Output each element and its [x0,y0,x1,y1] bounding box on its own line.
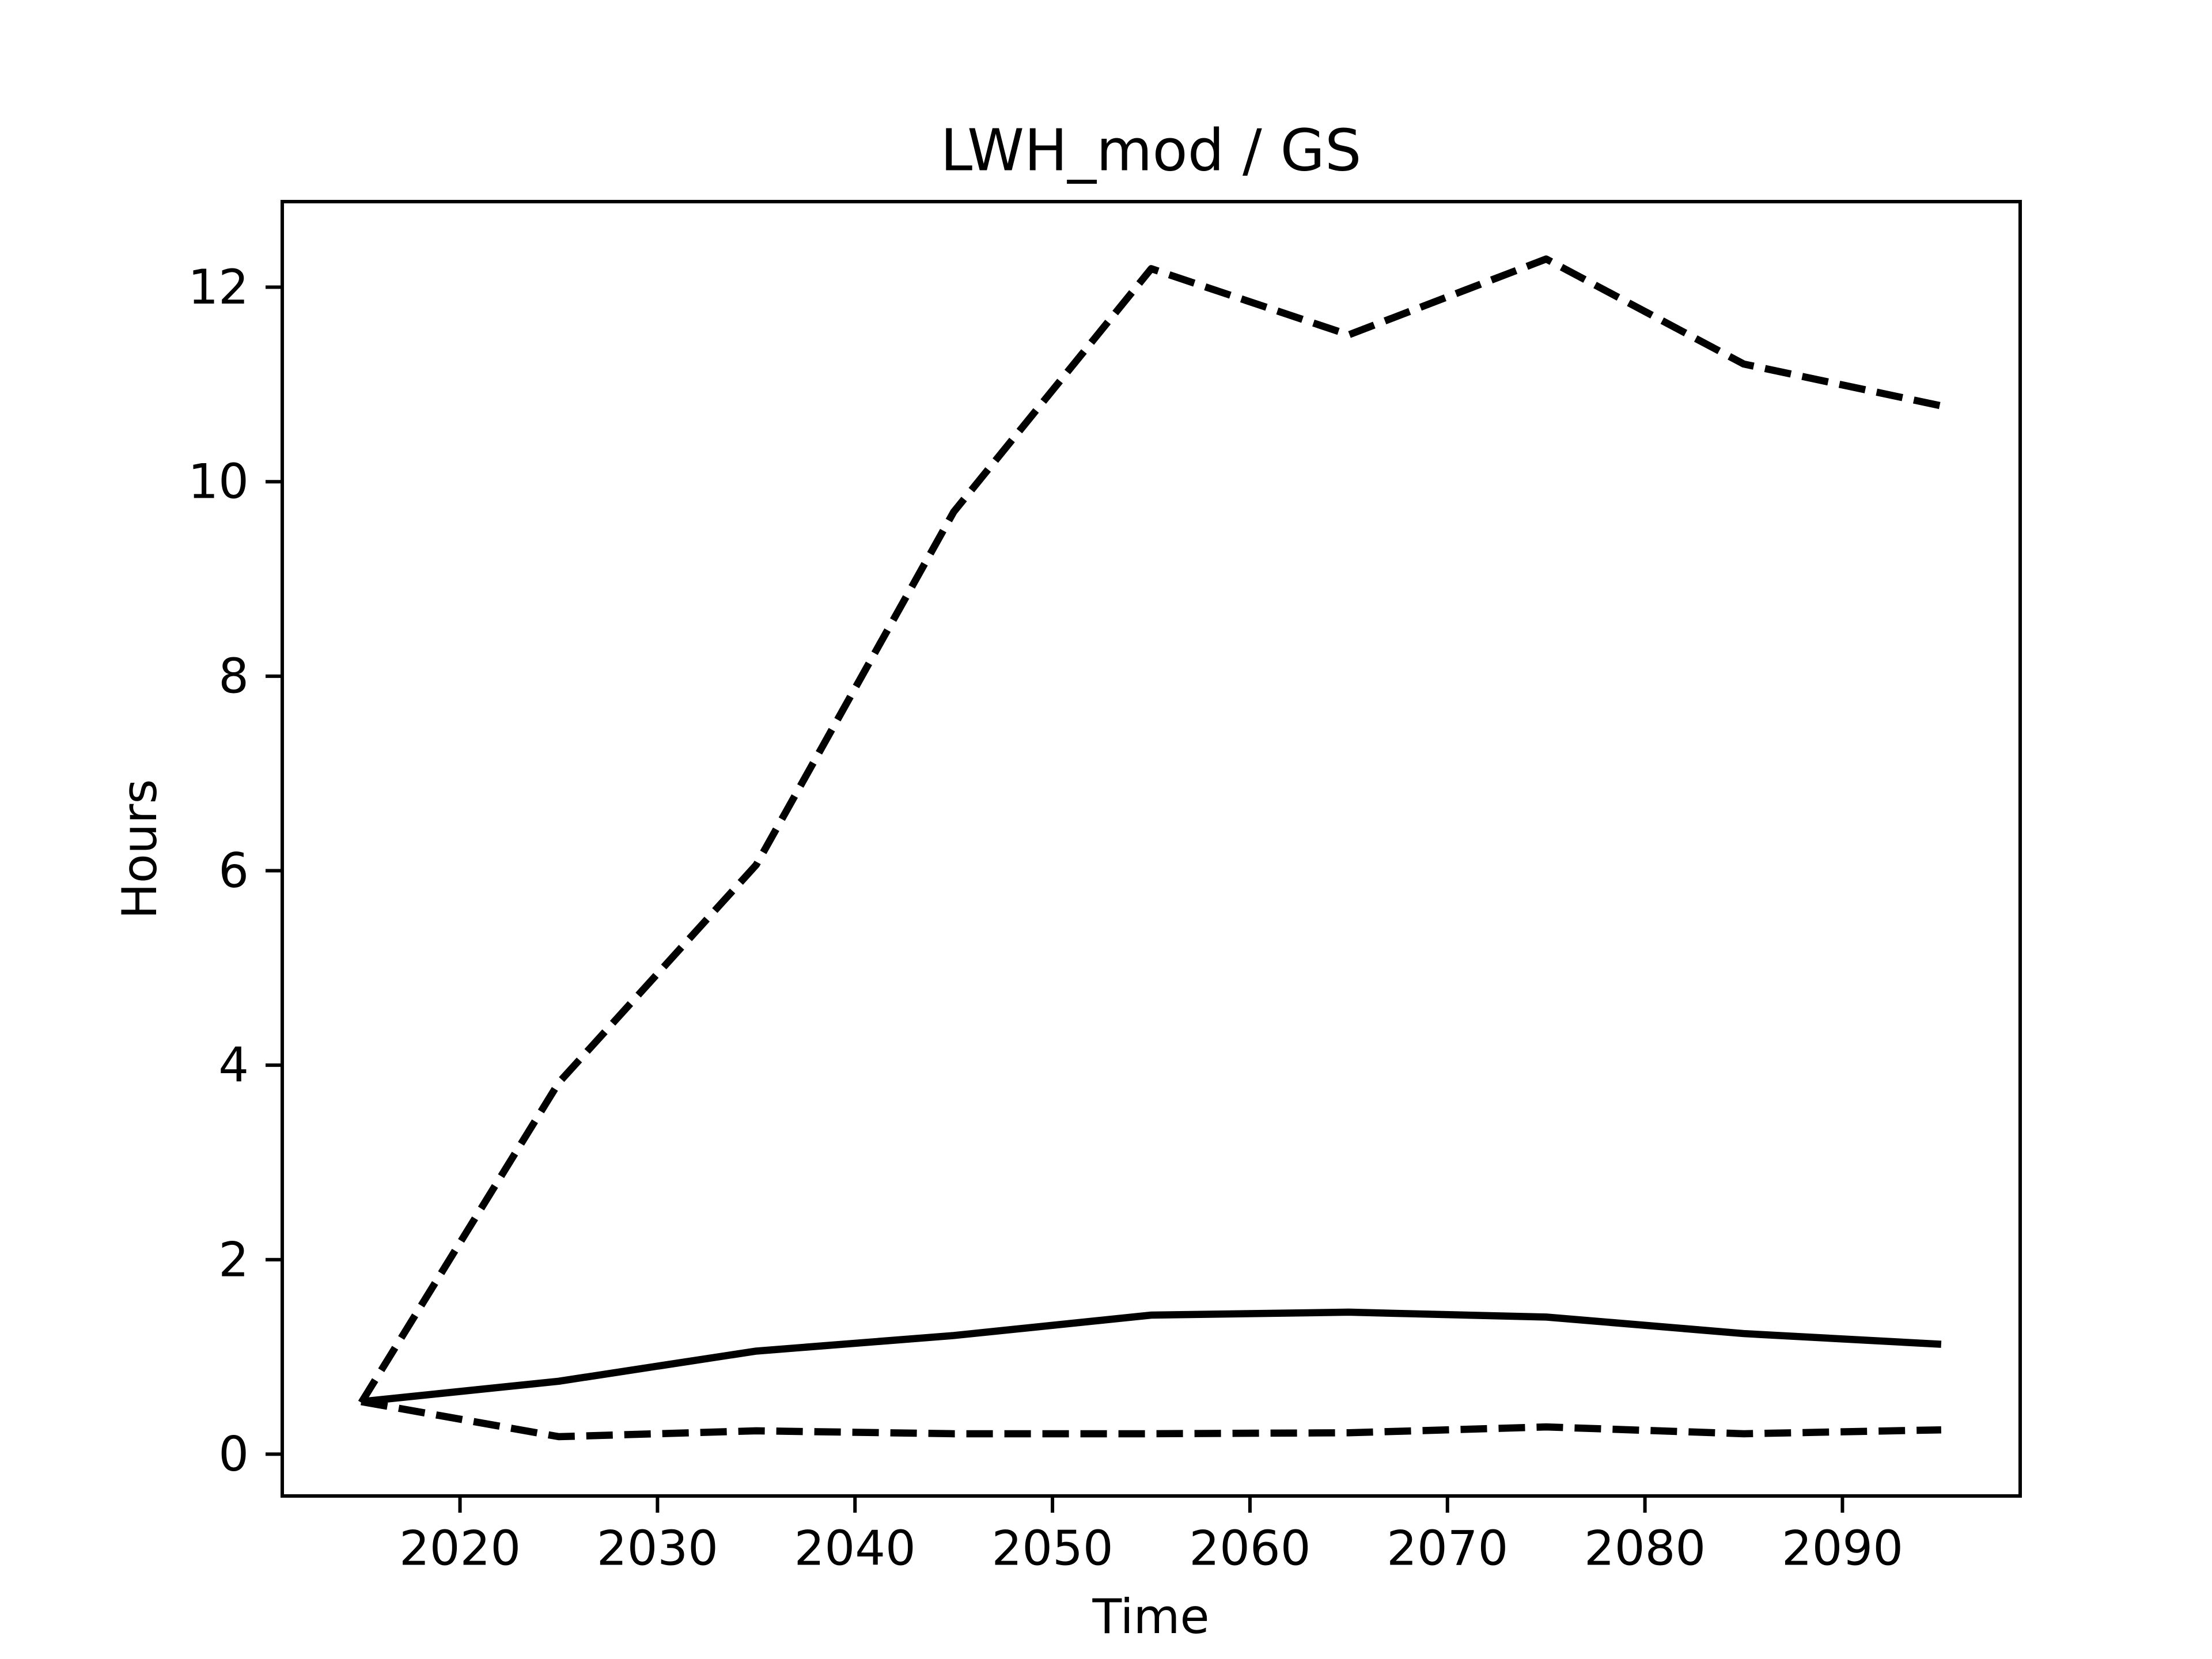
x-tick-label: 2050 [991,1521,1113,1577]
x-tick-label: 2040 [794,1521,916,1577]
x-axis-label: Time [1092,1589,1209,1645]
x-tick-label: 2080 [1584,1521,1706,1577]
y-tick-label: 0 [218,1426,249,1482]
y-tick-label: 10 [188,454,249,510]
series-line [361,1308,1942,1406]
y-tick-label: 12 [188,259,249,315]
series-line [361,1398,1941,1441]
x-tick-label: 2030 [597,1521,718,1577]
y-tick-label: 4 [218,1037,249,1093]
x-tick-label: 2020 [399,1521,521,1577]
series-line [358,255,1942,1405]
y-tick-label: 8 [218,648,249,704]
x-tick-label: 2070 [1387,1521,1508,1577]
y-tick-label: 2 [218,1232,249,1287]
plot-frame [281,200,2022,1498]
x-tick-label: 2090 [1782,1521,1903,1577]
chart-title: LWH_mod / GS [941,116,1362,184]
y-axis-label: Hours [112,779,168,919]
y-tick-label: 6 [218,843,249,899]
x-tick-label: 2060 [1189,1521,1310,1577]
